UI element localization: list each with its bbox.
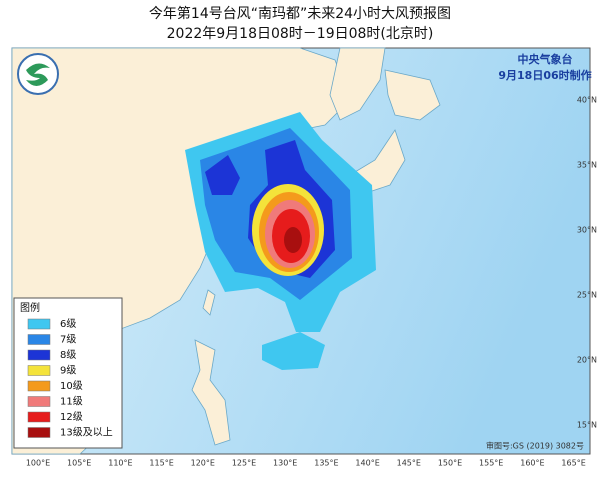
legend-swatch [27,349,51,361]
legend-label: 13级及以上 [60,427,113,439]
legend-title: 图例 [20,301,40,314]
longitude-label: 125°E [232,459,256,468]
longitude-label: 135°E [314,459,338,468]
subtitle: 2022年9月18日08时－19日08时(北京时) [167,26,434,42]
title: 今年第14号台风“南玛都”未来24小时大风预报图 [149,5,451,22]
legend: 图例 6级 7级 8级 9级 10级 11级 12级 13级及以上 [13,297,123,449]
longitude-label: 110°E [108,459,132,468]
longitude-label: 115°E [149,459,173,468]
latitude-label: 35°N [577,161,597,170]
longitude-label: 150°E [438,459,462,468]
longitude-label: 100°E [26,459,50,468]
legend-swatch [27,411,51,423]
legend-swatch [27,427,51,438]
legend-swatch [27,334,51,345]
longitude-label: 165°E [561,459,585,468]
legend-swatch [27,365,51,376]
map-approval: 审图号:GS (2019) 3082号 [486,441,584,451]
longitude-label: 120°E [191,459,215,468]
legend-label: 8级 [60,349,76,361]
longitude-label: 140°E [355,459,379,468]
legend-label: 9级 [60,365,76,377]
longitude-label: 155°E [479,459,503,468]
legend-swatch [27,396,51,407]
legend-label: 6级 [60,318,76,330]
longitude-label: 160°E [520,459,544,468]
legend-label: 12级 [60,411,83,423]
latitude-label: 15°N [577,421,597,430]
issued: 9月18日06时制作 [498,68,591,82]
longitude-label: 130°E [273,459,297,468]
latitude-label: 30°N [577,226,597,235]
legend-swatch [27,380,51,392]
longitude-label: 105°E [67,459,91,468]
latitude-label: 20°N [577,356,597,365]
legend-label: 10级 [60,380,83,392]
logo [17,53,59,95]
legend-swatch [27,318,51,330]
agency: 中央气象台 [518,52,573,66]
legend-label: 11级 [60,396,83,408]
latitude-label: 40°N [577,96,597,105]
wind-swath [185,112,376,370]
legend-label: 7级 [60,334,76,346]
latitude-label: 25°N [577,291,597,300]
longitude-label: 145°E [397,459,421,468]
